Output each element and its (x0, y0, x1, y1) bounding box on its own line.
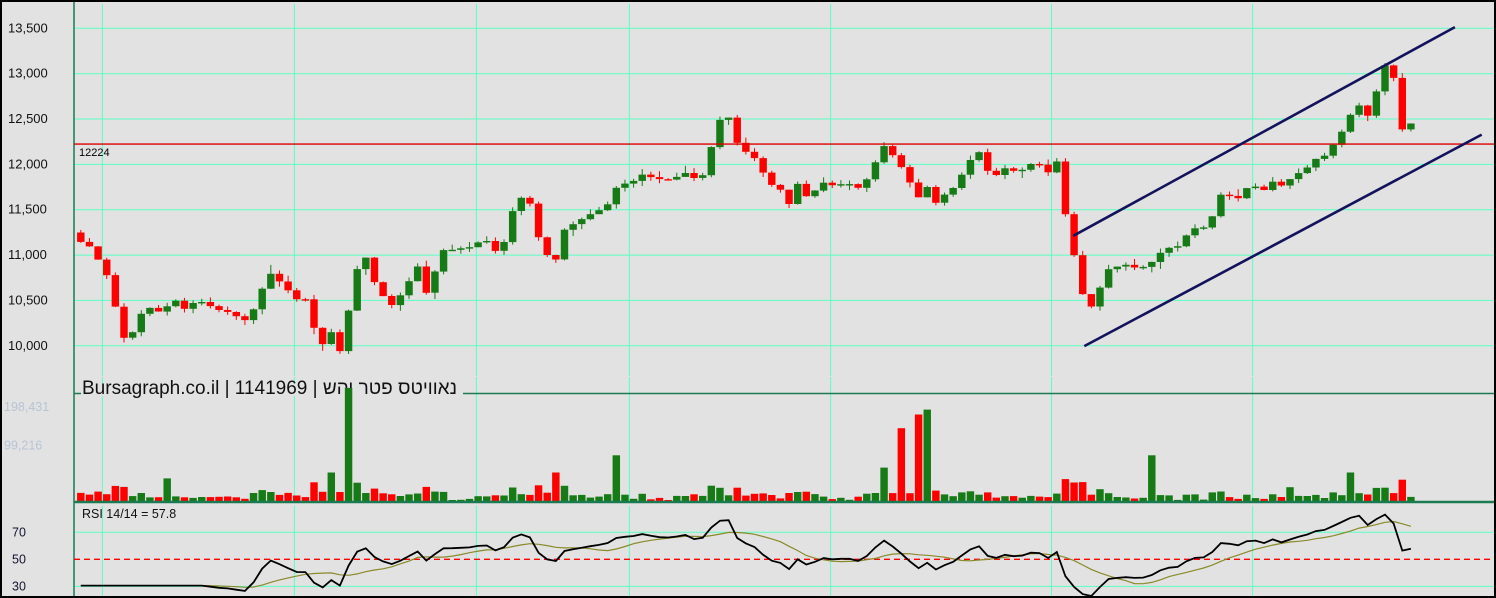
svg-text:30: 30 (12, 579, 26, 593)
svg-text:10,500: 10,500 (8, 292, 48, 307)
svg-text:50: 50 (12, 552, 26, 566)
svg-text:11,000: 11,000 (8, 247, 47, 262)
svg-text:13,000: 13,000 (8, 66, 48, 81)
svg-text:70: 70 (12, 525, 26, 539)
svg-text:99,216: 99,216 (4, 439, 42, 453)
svg-text:RSI 14/14 = 57.8: RSI 14/14 = 57.8 (82, 507, 176, 521)
svg-text:Bursagraph.co.il | 1141969 | נ: Bursagraph.co.il | 1141969 | נאוויטס פטר… (82, 378, 457, 399)
svg-text:12,500: 12,500 (8, 111, 48, 126)
svg-text:12224: 12224 (79, 147, 110, 159)
svg-text:13,500: 13,500 (8, 20, 48, 35)
svg-text:10,000: 10,000 (8, 338, 48, 353)
svg-text:198,431: 198,431 (4, 400, 49, 414)
svg-text:12,000: 12,000 (8, 156, 48, 171)
svg-text:11,500: 11,500 (8, 202, 47, 217)
